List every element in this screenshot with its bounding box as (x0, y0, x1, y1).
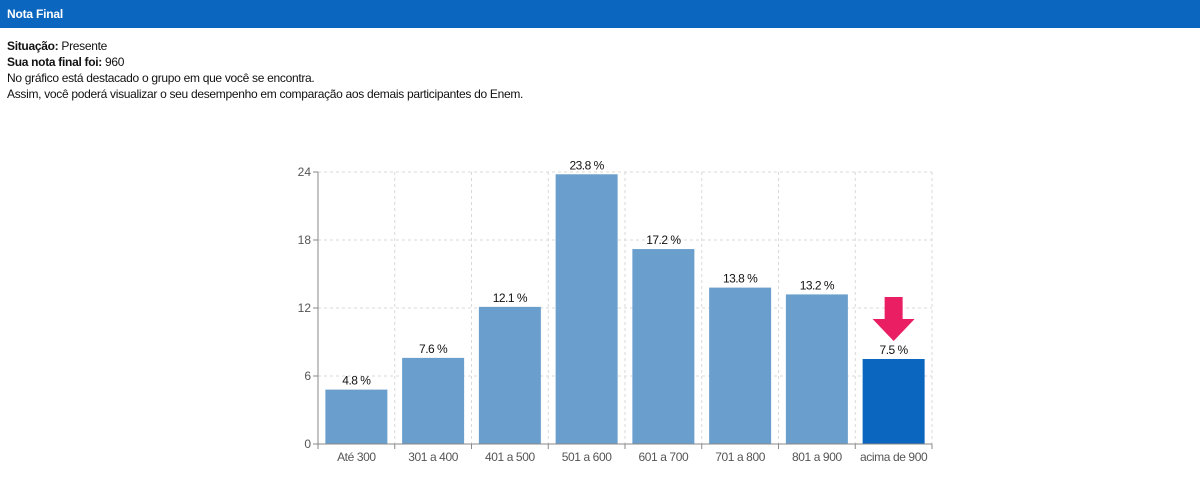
x-tick-label: 301 a 400 (408, 450, 459, 464)
bar (709, 287, 772, 444)
bar-value-label: 7.6 % (419, 342, 448, 356)
x-tick-label: 601 a 700 (638, 450, 689, 464)
situation-value: Presente (61, 39, 107, 53)
bar-value-label: 13.8 % (723, 272, 758, 286)
bar-highlighted (862, 359, 925, 444)
bar (478, 306, 541, 444)
bar-value-label: 4.8 % (342, 374, 371, 388)
situation-label: Situação: (7, 39, 59, 53)
chart-explanation-2: Assim, você poderá visualizar o seu dese… (7, 87, 524, 101)
y-tick-label: 24 (298, 165, 312, 179)
result-info: Situação: Presente Sua nota final foi: 9… (7, 38, 523, 102)
x-tick-label: 701 a 800 (715, 450, 766, 464)
final-score-label: Sua nota final foi: (7, 55, 102, 69)
header-bar: Nota Final (0, 0, 1200, 28)
y-tick-label: 0 (304, 437, 311, 451)
x-tick-label: acima de 900 (860, 450, 928, 464)
bar (325, 389, 388, 444)
x-tick-label: 801 a 900 (792, 450, 843, 464)
bar-value-label: 7.5 % (880, 343, 909, 357)
bar-value-label: 23.8 % (569, 158, 604, 172)
bar (632, 249, 695, 444)
bar-value-label: 12.1 % (493, 291, 528, 305)
final-score-value: 960 (105, 55, 125, 69)
x-tick-label: 501 a 600 (562, 450, 613, 464)
bar (555, 174, 618, 444)
down-arrow-icon (872, 297, 915, 341)
y-tick-label: 12 (298, 301, 312, 315)
y-tick-label: 6 (304, 369, 311, 383)
page-title: Nota Final (7, 7, 64, 21)
bar (785, 294, 848, 444)
x-tick-label: 401 a 500 (485, 450, 536, 464)
x-tick-label: Até 300 (337, 450, 376, 464)
bar-value-label: 17.2 % (646, 233, 681, 247)
bar-value-label: 13.2 % (800, 278, 835, 292)
y-tick-label: 18 (298, 233, 312, 247)
final-score-line: Sua nota final foi: 960 (7, 54, 523, 70)
chart-explanation-1: No gráfico está destacado o grupo em que… (7, 71, 315, 85)
bar (402, 357, 465, 444)
situation-line: Situação: Presente (7, 38, 523, 54)
